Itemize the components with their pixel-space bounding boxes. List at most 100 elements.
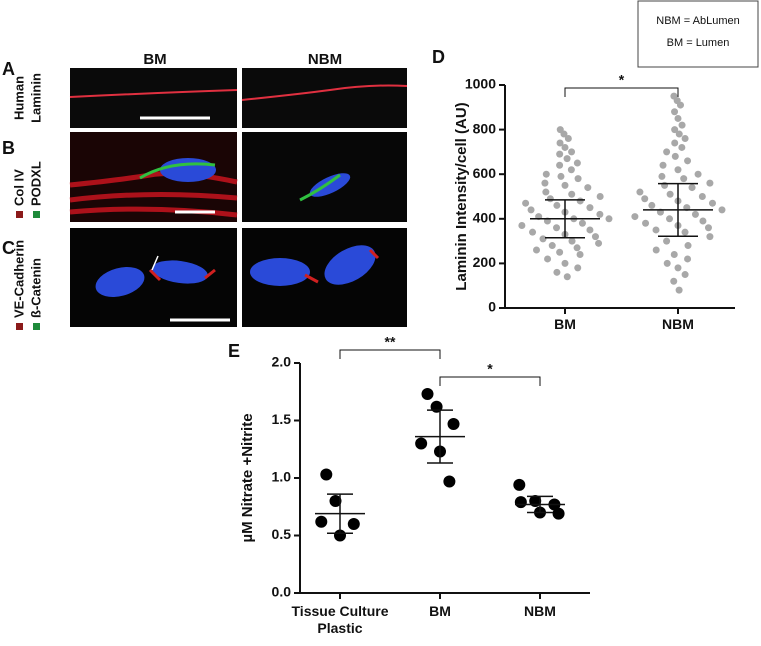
data-point [557,172,565,180]
x-tick-label-box: BM [429,603,451,619]
x-tick-label: NBM [524,603,556,619]
legend-line: BM = Lumen [667,37,730,49]
y-tick-label: 800 [473,120,497,136]
data-point [674,114,682,122]
data-point [563,155,571,163]
data-point [514,496,527,509]
data-point [415,437,428,450]
x-tick-label-box: Tissue Culture Plastic [291,603,389,636]
data-point [567,166,575,174]
y-tick-label: 600 [473,165,497,181]
data-point [691,210,699,218]
data-point [596,210,604,218]
data-point [552,507,565,520]
panel-letter: A [2,59,15,79]
data-point [718,206,726,214]
y-tick-label: 200 [473,254,497,270]
row-label: ß-Catenin [28,258,43,318]
data-point [527,206,535,214]
y-tick-label: 1.5 [272,411,292,427]
data-point [541,179,549,187]
data-point [544,255,552,263]
data-point [681,271,689,279]
data-point [573,159,581,167]
data-point [678,121,686,129]
data-point [706,179,714,187]
data-point [671,126,679,134]
y-tick-label: 0.5 [272,526,292,542]
data-point [553,224,561,232]
data-point [574,175,582,183]
data-point [421,388,434,401]
significance-label: * [487,361,493,377]
legend-line: NBM = AbLumen [656,15,739,27]
x-tick-label: Tissue Culture Plastic [291,603,389,636]
data-point [666,215,674,223]
data-point [652,226,660,234]
data-point [681,135,689,143]
data-point [513,478,526,491]
significance-bracket [339,349,441,359]
significance-bracket [564,87,679,97]
data-point [658,172,666,180]
significance-bracket [439,376,541,386]
data-point [563,273,571,281]
data-point [605,215,613,223]
x-tick-label-box: NBM [524,603,556,619]
panel-letter: D [432,47,445,67]
data-point [576,250,584,258]
data-point [542,170,550,178]
data-point [666,190,674,198]
data-point [329,495,342,507]
y-tick-label: 1.0 [272,469,292,485]
significance-label: ** [385,334,396,350]
data-point [706,233,714,241]
data-point [591,233,599,241]
data-point [675,286,683,294]
data-point [596,193,604,200]
y-tick-label: 0.0 [272,584,292,600]
data-point [636,188,644,196]
row-label: Laminin [28,73,43,123]
data-point [553,201,561,209]
data-point [671,108,679,116]
panel-letter: E [228,341,240,361]
y-tick-label: 400 [473,210,497,226]
data-point [430,400,443,413]
data-point [320,468,333,481]
data-point [584,184,592,192]
data-point [684,157,692,165]
data-point [553,268,561,276]
y-axis-label: µM Nitrate +Nitrite [239,413,256,542]
data-point [574,264,582,272]
data-point [704,224,712,232]
data-point [532,246,540,254]
data-point [586,204,594,212]
data-point [684,255,692,263]
data-point [680,175,688,183]
column-header: BM [143,51,166,68]
data-point [556,161,564,169]
data-point [443,475,456,488]
data-point [681,228,689,236]
data-point [659,161,667,169]
data-point [699,217,707,225]
data-point [670,250,678,258]
panel-letter: C [2,238,15,258]
data-point [671,152,679,160]
data-point [546,195,554,203]
data-point [674,166,682,174]
legend-box [637,0,759,68]
data-point [631,213,639,221]
data-point [708,199,716,207]
data-point [560,130,568,138]
row-label: PODXL [28,161,43,206]
data-point [447,417,460,430]
significance-label: * [619,72,625,88]
data-point [568,237,576,245]
data-point [595,239,603,247]
data-point [561,181,569,189]
x-tick-label: BM [554,316,576,332]
data-point [670,277,678,285]
